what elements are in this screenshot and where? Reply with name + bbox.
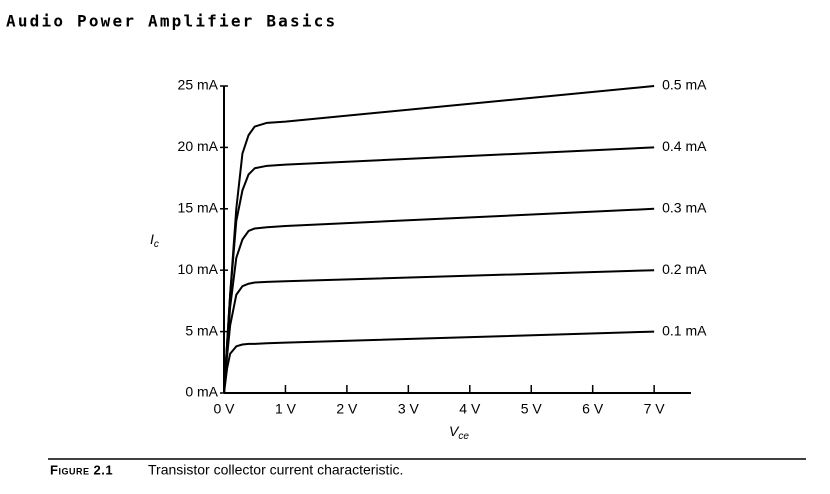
y-tick-label: 10 mA	[178, 261, 219, 277]
y-tick-label: 5 mA	[185, 322, 218, 338]
y-tick-label: 0 mA	[185, 384, 218, 400]
x-tick-label: 3 V	[398, 401, 420, 417]
x-tick-label: 2 V	[336, 401, 358, 417]
series-line	[223, 330, 655, 394]
y-tick-label: 15 mA	[178, 200, 219, 216]
figure-caption: Transistor collector current characteris…	[148, 462, 403, 478]
figure-label: Figure 2.1	[50, 462, 113, 477]
y-tick-label: 20 mA	[178, 138, 219, 154]
x-tick-label: 7 V	[644, 401, 666, 417]
x-tick-label: 5 V	[521, 401, 543, 417]
page-header: Audio Power Amplifier Basics	[6, 12, 337, 31]
series-line	[223, 85, 655, 394]
x-axis-label-main: V	[449, 423, 460, 439]
series-label: 0.3 mA	[662, 200, 707, 216]
y-tick-label: 25 mA	[178, 77, 219, 93]
series-line	[223, 269, 655, 394]
x-tick-label: 0 V	[213, 401, 235, 417]
x-axis-label: Vce	[449, 423, 469, 442]
series-line	[223, 207, 655, 394]
series-label: 0.2 mA	[662, 261, 707, 277]
x-tick-label: 4 V	[459, 401, 481, 417]
series-label: 0.5 mA	[662, 77, 707, 93]
series-line	[223, 146, 655, 394]
y-axis-label: Ic	[150, 231, 159, 250]
series-label: 0.4 mA	[662, 138, 707, 154]
x-tick-label: 6 V	[582, 401, 604, 417]
series-label: 0.1 mA	[662, 322, 707, 338]
x-tick-label: 1 V	[275, 401, 297, 417]
y-axis-label-main: I	[150, 231, 154, 247]
y-axis-label-sub: c	[154, 239, 159, 250]
x-axis-label-sub: ce	[458, 431, 469, 442]
